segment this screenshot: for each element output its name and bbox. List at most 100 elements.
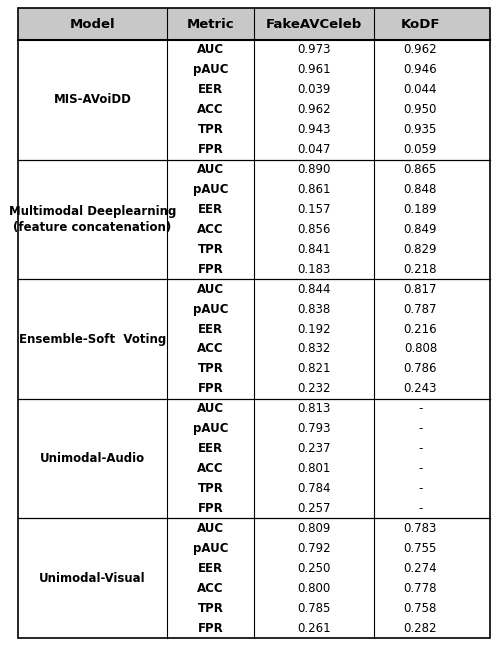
Text: 0.950: 0.950 <box>404 103 437 116</box>
Text: 0.039: 0.039 <box>297 83 331 96</box>
Text: TPR: TPR <box>198 123 223 136</box>
Text: TPR: TPR <box>198 362 223 375</box>
Text: 0.787: 0.787 <box>404 302 437 316</box>
Text: 0.189: 0.189 <box>404 203 437 216</box>
Text: FPR: FPR <box>198 143 223 156</box>
Text: 0.973: 0.973 <box>297 43 331 56</box>
Text: pAUC: pAUC <box>193 183 228 196</box>
Text: 0.793: 0.793 <box>297 422 331 435</box>
Text: -: - <box>418 502 422 515</box>
Bar <box>18 8 490 40</box>
Text: Unimodal-Visual: Unimodal-Visual <box>39 572 146 585</box>
Text: 0.784: 0.784 <box>297 482 331 495</box>
Text: 0.183: 0.183 <box>297 263 331 276</box>
Text: -: - <box>418 402 422 415</box>
Text: 0.962: 0.962 <box>297 103 331 116</box>
Text: 0.755: 0.755 <box>404 542 437 555</box>
Text: 0.801: 0.801 <box>297 462 331 475</box>
Text: 0.832: 0.832 <box>297 342 331 355</box>
Text: 0.044: 0.044 <box>404 83 437 96</box>
Text: 0.274: 0.274 <box>404 562 437 575</box>
Text: 0.800: 0.800 <box>297 581 331 595</box>
Text: AUC: AUC <box>197 522 224 535</box>
Text: ACC: ACC <box>197 103 224 116</box>
Text: ACC: ACC <box>197 462 224 475</box>
Text: FakeAVCeleb: FakeAVCeleb <box>266 17 362 30</box>
Text: EER: EER <box>198 83 223 96</box>
Text: FPR: FPR <box>198 502 223 515</box>
Text: Metric: Metric <box>186 17 234 30</box>
Text: Model: Model <box>70 17 115 30</box>
Text: -: - <box>418 422 422 435</box>
Text: 0.844: 0.844 <box>297 283 331 296</box>
Text: 0.783: 0.783 <box>404 522 437 535</box>
Text: 0.849: 0.849 <box>404 223 437 236</box>
Text: 0.808: 0.808 <box>404 342 437 355</box>
Text: pAUC: pAUC <box>193 422 228 435</box>
Text: KoDF: KoDF <box>401 17 440 30</box>
Text: 0.865: 0.865 <box>404 163 437 176</box>
Text: 0.848: 0.848 <box>404 183 437 196</box>
Text: 0.218: 0.218 <box>404 263 437 276</box>
Text: 0.157: 0.157 <box>297 203 331 216</box>
Text: 0.237: 0.237 <box>297 442 331 455</box>
Text: pAUC: pAUC <box>193 302 228 316</box>
Text: 0.961: 0.961 <box>297 63 331 76</box>
Text: 0.856: 0.856 <box>297 223 331 236</box>
Text: 0.758: 0.758 <box>404 601 437 614</box>
Text: 0.890: 0.890 <box>297 163 331 176</box>
Text: 0.059: 0.059 <box>404 143 437 156</box>
Text: 0.946: 0.946 <box>404 63 437 76</box>
Text: 0.232: 0.232 <box>297 382 331 395</box>
Text: 0.813: 0.813 <box>297 402 331 415</box>
Text: pAUC: pAUC <box>193 63 228 76</box>
Text: 0.838: 0.838 <box>297 302 331 316</box>
Text: 0.778: 0.778 <box>404 581 437 595</box>
Text: TPR: TPR <box>198 482 223 495</box>
Text: AUC: AUC <box>197 283 224 296</box>
Text: MIS-AVoiDD: MIS-AVoiDD <box>53 93 131 107</box>
Text: -: - <box>418 462 422 475</box>
Text: 0.786: 0.786 <box>404 362 437 375</box>
Text: 0.216: 0.216 <box>404 322 437 335</box>
Text: 0.841: 0.841 <box>297 243 331 256</box>
Text: 0.250: 0.250 <box>297 562 331 575</box>
Text: 0.943: 0.943 <box>297 123 331 136</box>
Text: pAUC: pAUC <box>193 542 228 555</box>
Text: Ensemble-Soft  Voting: Ensemble-Soft Voting <box>19 333 166 346</box>
Text: 0.817: 0.817 <box>404 283 437 296</box>
Text: Multimodal Deeplearning
(feature concatenation): Multimodal Deeplearning (feature concate… <box>9 205 176 234</box>
Text: Unimodal-Audio: Unimodal-Audio <box>40 452 145 465</box>
Text: EER: EER <box>198 562 223 575</box>
Text: ACC: ACC <box>197 342 224 355</box>
Text: 0.829: 0.829 <box>404 243 437 256</box>
Text: 0.047: 0.047 <box>297 143 331 156</box>
Text: ACC: ACC <box>197 581 224 595</box>
Text: 0.785: 0.785 <box>297 601 331 614</box>
Text: AUC: AUC <box>197 402 224 415</box>
Text: 0.861: 0.861 <box>297 183 331 196</box>
Text: TPR: TPR <box>198 601 223 614</box>
Text: FPR: FPR <box>198 382 223 395</box>
Text: 0.261: 0.261 <box>297 621 331 634</box>
Text: 0.962: 0.962 <box>404 43 437 56</box>
Text: EER: EER <box>198 322 223 335</box>
Text: 0.809: 0.809 <box>297 522 331 535</box>
Text: ACC: ACC <box>197 223 224 236</box>
Text: 0.243: 0.243 <box>404 382 437 395</box>
Text: 0.935: 0.935 <box>404 123 437 136</box>
Text: 0.792: 0.792 <box>297 542 331 555</box>
Text: 0.282: 0.282 <box>404 621 437 634</box>
Text: TPR: TPR <box>198 243 223 256</box>
Text: AUC: AUC <box>197 43 224 56</box>
Text: 0.257: 0.257 <box>297 502 331 515</box>
Text: 0.192: 0.192 <box>297 322 331 335</box>
Text: AUC: AUC <box>197 163 224 176</box>
Text: 0.821: 0.821 <box>297 362 331 375</box>
Text: -: - <box>418 442 422 455</box>
Text: EER: EER <box>198 203 223 216</box>
Text: EER: EER <box>198 442 223 455</box>
Text: FPR: FPR <box>198 263 223 276</box>
Text: FPR: FPR <box>198 621 223 634</box>
Text: -: - <box>418 482 422 495</box>
